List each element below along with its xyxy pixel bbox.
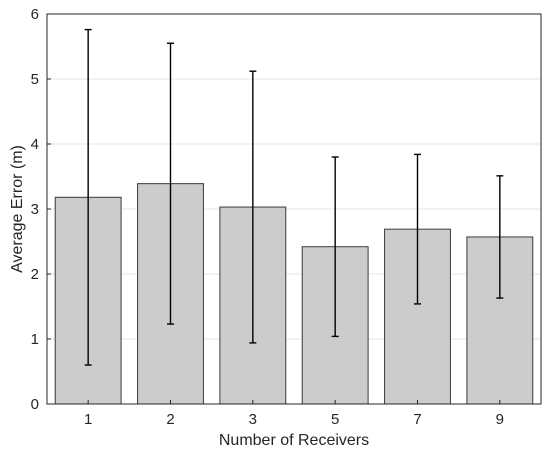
error-bar-1 bbox=[84, 28, 92, 366]
y-tick-label: 4 bbox=[31, 136, 39, 153]
y-tick-label: 5 bbox=[31, 71, 39, 88]
x-tick-label: 2 bbox=[166, 411, 174, 428]
y-tick-label: 2 bbox=[31, 266, 39, 283]
error-bar-7 bbox=[414, 153, 421, 305]
x-tick-label: 7 bbox=[413, 411, 421, 428]
y-tick-label: 0 bbox=[31, 396, 39, 413]
x-tick-label: 5 bbox=[331, 411, 339, 428]
y-tick-label: 6 bbox=[31, 6, 39, 23]
error-bar-2 bbox=[167, 42, 174, 325]
error-bars bbox=[84, 28, 504, 366]
x-tick-label: 3 bbox=[249, 411, 257, 428]
x-tick-label: 1 bbox=[84, 411, 92, 428]
x-axis-label: Number of Receivers bbox=[219, 432, 369, 449]
error-bar-9 bbox=[496, 175, 504, 299]
bars bbox=[54, 183, 534, 405]
x-tick-label: 9 bbox=[496, 411, 504, 428]
y-axis-label: Average Error (m) bbox=[9, 145, 26, 273]
x-axis-ticks: 1 2 3 5 7 9 bbox=[84, 400, 504, 428]
y-tick-label: 1 bbox=[31, 331, 39, 348]
error-bar-5 bbox=[331, 156, 339, 338]
y-tick-label: 3 bbox=[31, 201, 39, 218]
y-axis-ticks: 0 1 2 3 4 5 6 bbox=[31, 6, 51, 413]
error-bar-3 bbox=[249, 70, 257, 344]
